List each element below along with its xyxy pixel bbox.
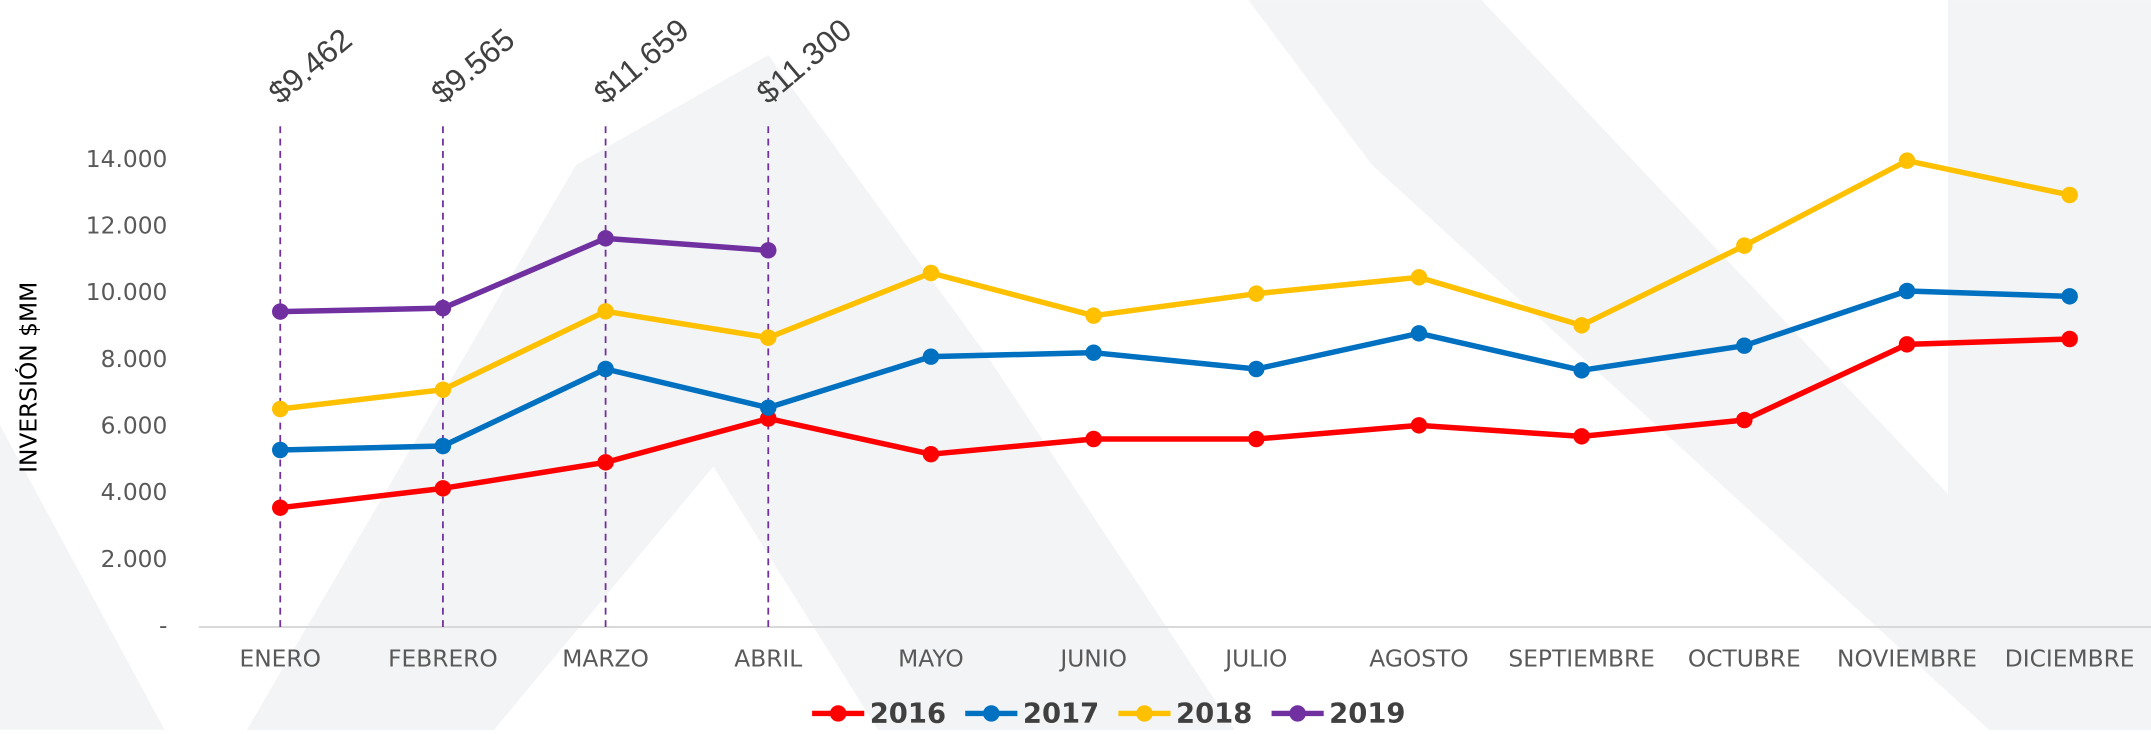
series-line bbox=[279, 157, 2071, 412]
data-point bbox=[1573, 317, 1590, 334]
x-tick-label: DICIEMBRE bbox=[2005, 645, 2135, 672]
legend-label: 2016 bbox=[870, 698, 946, 729]
legend-label: 2018 bbox=[1176, 698, 1252, 729]
data-point bbox=[434, 480, 452, 497]
x-tick-label: JUNIO bbox=[1058, 645, 1127, 672]
legend-label: 2019 bbox=[1329, 698, 1405, 729]
data-point bbox=[2061, 330, 2078, 348]
y-axis-label: INVERSIÓN $MM bbox=[15, 282, 43, 473]
value-label: $9.565 bbox=[424, 21, 521, 111]
x-tick-label: SEPTIEMBRE bbox=[1508, 645, 1654, 672]
y-tick-label: 2.000 bbox=[101, 546, 168, 573]
data-point bbox=[272, 441, 289, 459]
data-point bbox=[1410, 269, 1428, 286]
data-point bbox=[597, 454, 614, 471]
data-point bbox=[922, 445, 940, 463]
y-tick-label: 8.000 bbox=[101, 346, 168, 373]
data-point bbox=[1736, 337, 1753, 354]
data-point bbox=[272, 303, 289, 320]
data-point bbox=[1248, 360, 1265, 378]
series-line bbox=[280, 288, 2070, 453]
data-point bbox=[2061, 288, 2078, 305]
x-tick-label: JULIO bbox=[1223, 645, 1287, 672]
data-point bbox=[434, 299, 452, 317]
legend-marker bbox=[1289, 705, 1306, 722]
data-point bbox=[1898, 152, 1916, 169]
data-point bbox=[1898, 336, 1916, 353]
legend-marker bbox=[983, 705, 1000, 722]
value-label: $11.659 bbox=[587, 11, 696, 110]
data-point bbox=[760, 329, 777, 346]
data-point bbox=[272, 499, 289, 516]
legend-marker bbox=[1136, 705, 1153, 722]
y-tick-label: 6.000 bbox=[101, 413, 168, 440]
x-tick-label: ENERO bbox=[240, 645, 321, 672]
data-point bbox=[1736, 237, 1753, 254]
data-point bbox=[760, 399, 777, 416]
data-point bbox=[1410, 417, 1428, 434]
data-point bbox=[2061, 186, 2078, 204]
y-tick-label: 14.000 bbox=[86, 146, 168, 173]
watermark-shape bbox=[1248, 0, 2151, 730]
x-tick-label: NOVIEMBRE bbox=[1837, 645, 1977, 672]
data-point bbox=[1085, 344, 1102, 361]
data-point bbox=[597, 360, 614, 378]
y-tick-label: 10.000 bbox=[86, 279, 168, 306]
data-point bbox=[1085, 430, 1102, 448]
value-label: $9.462 bbox=[261, 21, 358, 111]
data-point bbox=[272, 400, 289, 418]
data-point bbox=[1248, 285, 1265, 302]
series-line bbox=[279, 336, 2070, 511]
watermark-shape bbox=[246, 54, 1235, 730]
x-tick-label: AGOSTO bbox=[1369, 645, 1468, 672]
data-point bbox=[597, 303, 614, 320]
data-point bbox=[434, 381, 452, 398]
x-tick-label: ABRIL bbox=[734, 645, 802, 672]
data-point bbox=[760, 242, 777, 259]
legend-marker bbox=[829, 705, 847, 722]
data-point bbox=[922, 348, 940, 365]
x-tick-label: MARZO bbox=[562, 645, 649, 672]
series-line bbox=[280, 235, 769, 315]
data-point bbox=[1573, 362, 1590, 379]
x-tick-label: FEBRERO bbox=[388, 645, 498, 672]
data-point bbox=[1085, 307, 1102, 324]
y-tick-label: - bbox=[159, 613, 167, 640]
data-point bbox=[1248, 430, 1265, 448]
y-tick-label: 12.000 bbox=[86, 212, 168, 239]
data-point bbox=[1736, 411, 1753, 429]
x-tick-label: MAYO bbox=[898, 645, 964, 672]
y-tick-label: 4.000 bbox=[101, 479, 168, 506]
data-point bbox=[1898, 282, 1916, 300]
data-point bbox=[1410, 325, 1428, 342]
legend-label: 2017 bbox=[1023, 698, 1099, 729]
data-point bbox=[597, 230, 614, 247]
data-point bbox=[922, 264, 940, 282]
data-point bbox=[1573, 428, 1590, 445]
data-point bbox=[434, 437, 452, 455]
x-tick-label: OCTUBRE bbox=[1688, 645, 1801, 672]
